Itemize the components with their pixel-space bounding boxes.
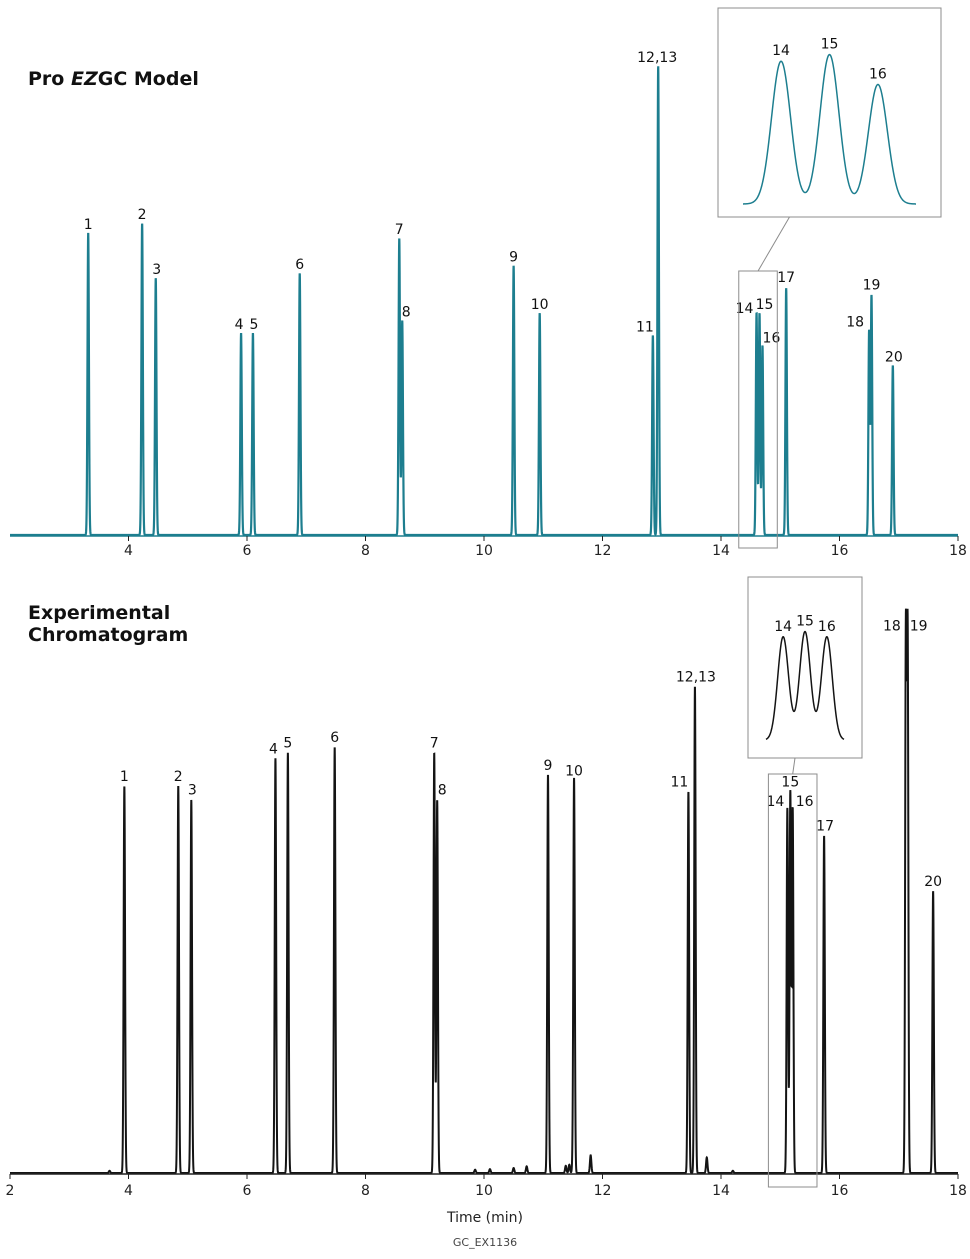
model-peak-label: 8 — [402, 304, 411, 320]
model-peak-label: 9 — [509, 250, 518, 266]
experimental-trace — [10, 608, 958, 1174]
experimental-peak-label: 1 — [120, 769, 129, 785]
experimental-peak-label: 16 — [796, 794, 814, 810]
model-x-tick-label: 18 — [949, 543, 967, 559]
model-peak-label: 10 — [531, 297, 549, 313]
model-peak-label: 19 — [863, 277, 881, 293]
model-peak-label: 7 — [395, 222, 404, 238]
experimental-inset-peak-label: 14 — [774, 619, 792, 635]
experimental-x-tick-label: 12 — [594, 1183, 612, 1199]
model-x-tick-label: 6 — [243, 543, 252, 559]
model-inset-connector — [757, 216, 790, 272]
experimental-inset-box — [747, 576, 863, 759]
experimental-peak-label: 12,13 — [676, 669, 716, 685]
model-inset-box — [717, 7, 942, 218]
experimental-x-tick-label: 4 — [124, 1183, 133, 1199]
experimental-x-tick-label: 18 — [949, 1183, 967, 1199]
experimental-peak-label: 19 — [910, 619, 928, 635]
model-peak-label: 11 — [636, 319, 654, 335]
model-inset-peak-label: 16 — [869, 66, 887, 82]
model-peak-label: 17 — [777, 270, 795, 286]
experimental-peak-label: 3 — [188, 783, 197, 799]
model-peak-label: 6 — [295, 257, 304, 273]
model-peak-label: 3 — [152, 262, 161, 278]
experimental-peak-label: 6 — [330, 730, 339, 746]
model-inset-trace — [742, 53, 917, 205]
experimental-peak-label: 7 — [430, 736, 439, 752]
experimental-x-tick-label: 16 — [831, 1183, 849, 1199]
model-peak-label: 20 — [885, 349, 903, 365]
experimental-x-tick-label: 14 — [712, 1183, 730, 1199]
experimental-x-tick-label: 10 — [475, 1183, 493, 1199]
experimental-peak-label: 4 — [269, 741, 278, 757]
experimental-peak-label: 5 — [283, 736, 292, 752]
model-trace — [10, 66, 958, 537]
experimental-peak-label: 14 — [766, 794, 784, 810]
experimental-x-tick-label: 2 — [6, 1183, 15, 1199]
model-peak-label: 16 — [763, 330, 781, 346]
model-x-tick-label: 4 — [124, 543, 133, 559]
model-peak-label: 4 — [235, 317, 244, 333]
model-peak-label: 5 — [249, 317, 258, 333]
model-peak-label: 15 — [756, 297, 774, 313]
experimental-x-tick-label: 8 — [361, 1183, 370, 1199]
figure-code: GC_EX1136 — [452, 1236, 518, 1249]
experimental-inset-peak-label: 15 — [796, 614, 814, 630]
experimental-peak-label: 10 — [565, 763, 583, 779]
model-chart-title: Pro EZGC Model — [28, 68, 199, 90]
model-peak-label: 14 — [736, 301, 754, 317]
experimental-peak-label: 18 — [883, 619, 901, 635]
experimental-inset-trace — [765, 630, 845, 740]
model-x-tick-label: 10 — [475, 543, 493, 559]
model-peak-label: 2 — [138, 207, 147, 223]
experimental-peak-label: 8 — [438, 783, 447, 799]
model-inset-peak-label: 14 — [772, 43, 790, 59]
experimental-peak-label: 20 — [924, 874, 942, 890]
model-peak-label: 1 — [84, 217, 93, 233]
experimental-chart-title: Experimental Chromatogram — [28, 602, 189, 646]
experimental-plot: 2 4 6 8 10 12 14 16 181 234 5 6 789 101112,1314151617… — [6, 576, 967, 1199]
model-x-tick-label: 16 — [831, 543, 849, 559]
model-x-tick-label: 12 — [594, 543, 612, 559]
model-x-tick-label: 14 — [712, 543, 730, 559]
model-peak-label: 18 — [846, 314, 864, 330]
experimental-peak-label: 15 — [781, 774, 799, 790]
x-axis-label: Time (min) — [446, 1210, 523, 1226]
experimental-peak-label: 2 — [174, 769, 183, 785]
model-peak-label: 12,13 — [637, 50, 677, 66]
model-x-tick-label: 8 — [361, 543, 370, 559]
experimental-peak-label: 9 — [544, 758, 553, 774]
experimental-peak-label: 11 — [670, 774, 688, 790]
experimental-x-tick-label: 6 — [243, 1183, 252, 1199]
experimental-inset-connector — [792, 757, 796, 775]
experimental-inset-peak-label: 16 — [818, 619, 836, 635]
experimental-peak-label: 17 — [816, 819, 834, 835]
model-inset-peak-label: 15 — [821, 37, 839, 53]
